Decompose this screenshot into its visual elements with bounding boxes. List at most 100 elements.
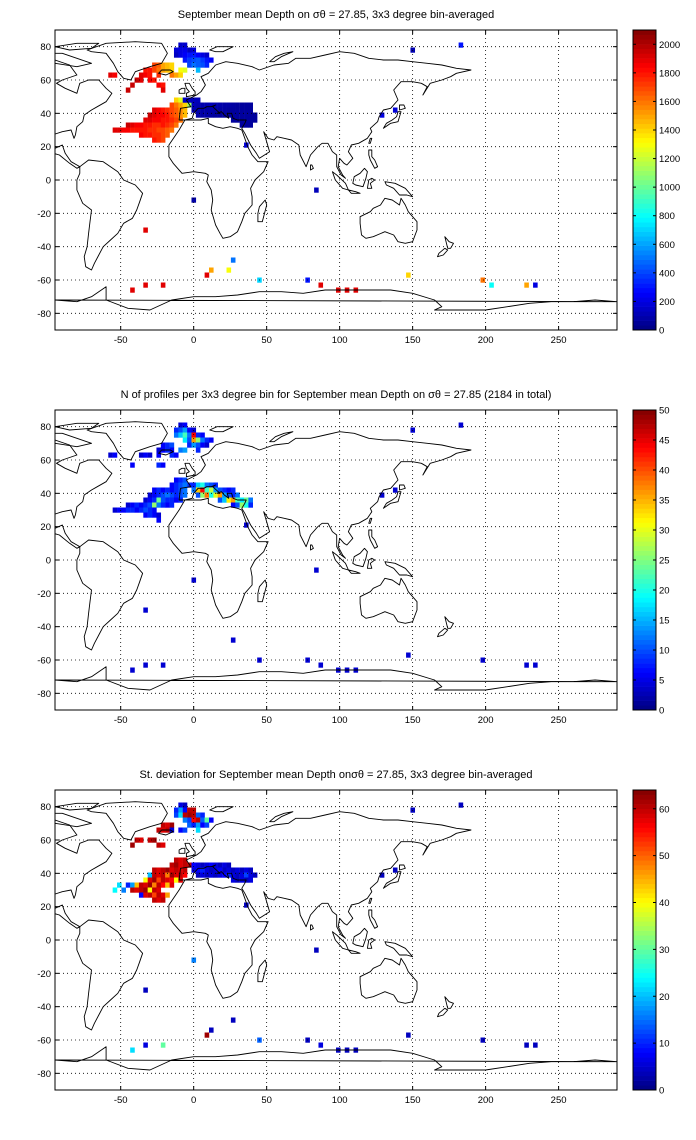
data-cell: [200, 102, 205, 108]
data-cell: [165, 112, 170, 118]
coastline: [55, 286, 617, 311]
data-cell: [235, 107, 240, 113]
data-cell: [169, 122, 175, 128]
data-cell: [143, 987, 148, 993]
y-tick-label: -80: [37, 1069, 51, 1080]
data-cell: [152, 867, 157, 873]
data-cell: [138, 837, 144, 843]
data-cell: [195, 867, 201, 873]
data-cell: [200, 482, 205, 488]
data-cell: [318, 282, 324, 288]
colorbar-tick-label: 10: [659, 646, 670, 657]
data-cell: [239, 112, 245, 118]
data-cell: [314, 947, 319, 953]
data-cell: [143, 282, 148, 288]
data-cell: [200, 112, 205, 118]
data-cell: [173, 52, 179, 58]
data-cell: [160, 662, 166, 668]
data-cell: [204, 1032, 210, 1038]
data-cell: [524, 1042, 529, 1048]
data-cell: [143, 72, 148, 78]
data-cell: [147, 507, 153, 513]
data-cell: [169, 882, 175, 888]
data-cell: [195, 432, 201, 438]
data-cell: [178, 802, 183, 808]
coastline: [366, 177, 376, 189]
data-cell: [156, 82, 162, 88]
data-cell: [533, 1042, 538, 1048]
data-cell: [178, 492, 183, 498]
data-cell: [152, 497, 157, 503]
data-cell: [204, 442, 210, 448]
data-cell: [458, 802, 464, 808]
data-cell: [156, 127, 162, 133]
data-cell: [195, 812, 201, 818]
y-tick-label: -80: [37, 309, 51, 320]
data-cell: [226, 267, 232, 273]
coastline: [168, 877, 269, 999]
data-cell: [156, 827, 162, 833]
colorbar-tick-label: 20: [659, 586, 670, 597]
coastline: [184, 82, 196, 98]
data-cell: [187, 807, 192, 813]
colorbar-tick-label: 0: [659, 706, 664, 717]
data-cell: [160, 137, 166, 143]
data-cell: [152, 127, 157, 133]
data-cell: [244, 122, 249, 128]
data-cell: [160, 112, 166, 118]
data-cell: [121, 887, 126, 893]
coastline: [269, 431, 294, 443]
data-cell: [178, 432, 183, 438]
coastline: [168, 497, 269, 619]
data-cell: [138, 122, 144, 128]
colorbar-tick-label: 1800: [659, 68, 680, 79]
x-tick-label: 50: [261, 1095, 272, 1106]
std-deviation-panel: St. deviation for September mean Depth o…: [0, 760, 696, 1140]
colorbar-tick-label: 35: [659, 496, 670, 507]
data-cell: [200, 107, 205, 113]
data-cell: [173, 812, 179, 818]
coastline: [399, 484, 406, 491]
data-cell: [169, 112, 175, 118]
data-cell: [169, 447, 175, 453]
data-cell: [152, 897, 157, 903]
data-cell: [156, 887, 162, 893]
data-cell: [230, 497, 236, 503]
colorbar-tick-label: 200: [659, 297, 675, 308]
colorbar-tick-label: 15: [659, 616, 670, 627]
coastline: [437, 247, 449, 258]
data-cell: [152, 877, 157, 883]
data-cell: [125, 87, 131, 93]
data-cell: [165, 872, 170, 878]
data-cell: [143, 502, 148, 508]
data-cell: [191, 482, 197, 488]
data-cell: [230, 257, 236, 263]
data-cell: [156, 462, 162, 468]
x-tick-label: 100: [332, 1095, 348, 1106]
data-cell: [182, 872, 188, 878]
data-cell: [217, 107, 223, 113]
data-cell: [143, 127, 148, 133]
data-cell: [217, 112, 223, 118]
data-cell: [217, 487, 223, 493]
data-cell: [187, 812, 192, 818]
data-cell: [138, 887, 144, 893]
data-cell: [200, 822, 205, 828]
data-cell: [143, 452, 148, 458]
data-cell: [152, 137, 157, 143]
data-cell: [169, 62, 175, 68]
data-cell: [195, 487, 201, 493]
data-cell: [226, 102, 232, 108]
data-cell: [248, 117, 253, 123]
data-cell: [204, 482, 210, 488]
data-cell: [156, 497, 162, 503]
coastline: [366, 937, 376, 949]
data-cell: [204, 437, 210, 443]
colorbar-tick-label: 20: [659, 992, 670, 1003]
data-cell: [191, 957, 197, 963]
data-cell: [244, 112, 249, 118]
data-cell: [152, 882, 157, 888]
data-cell: [130, 842, 135, 848]
data-cell: [191, 577, 197, 583]
y-tick-label: 60: [40, 76, 51, 87]
